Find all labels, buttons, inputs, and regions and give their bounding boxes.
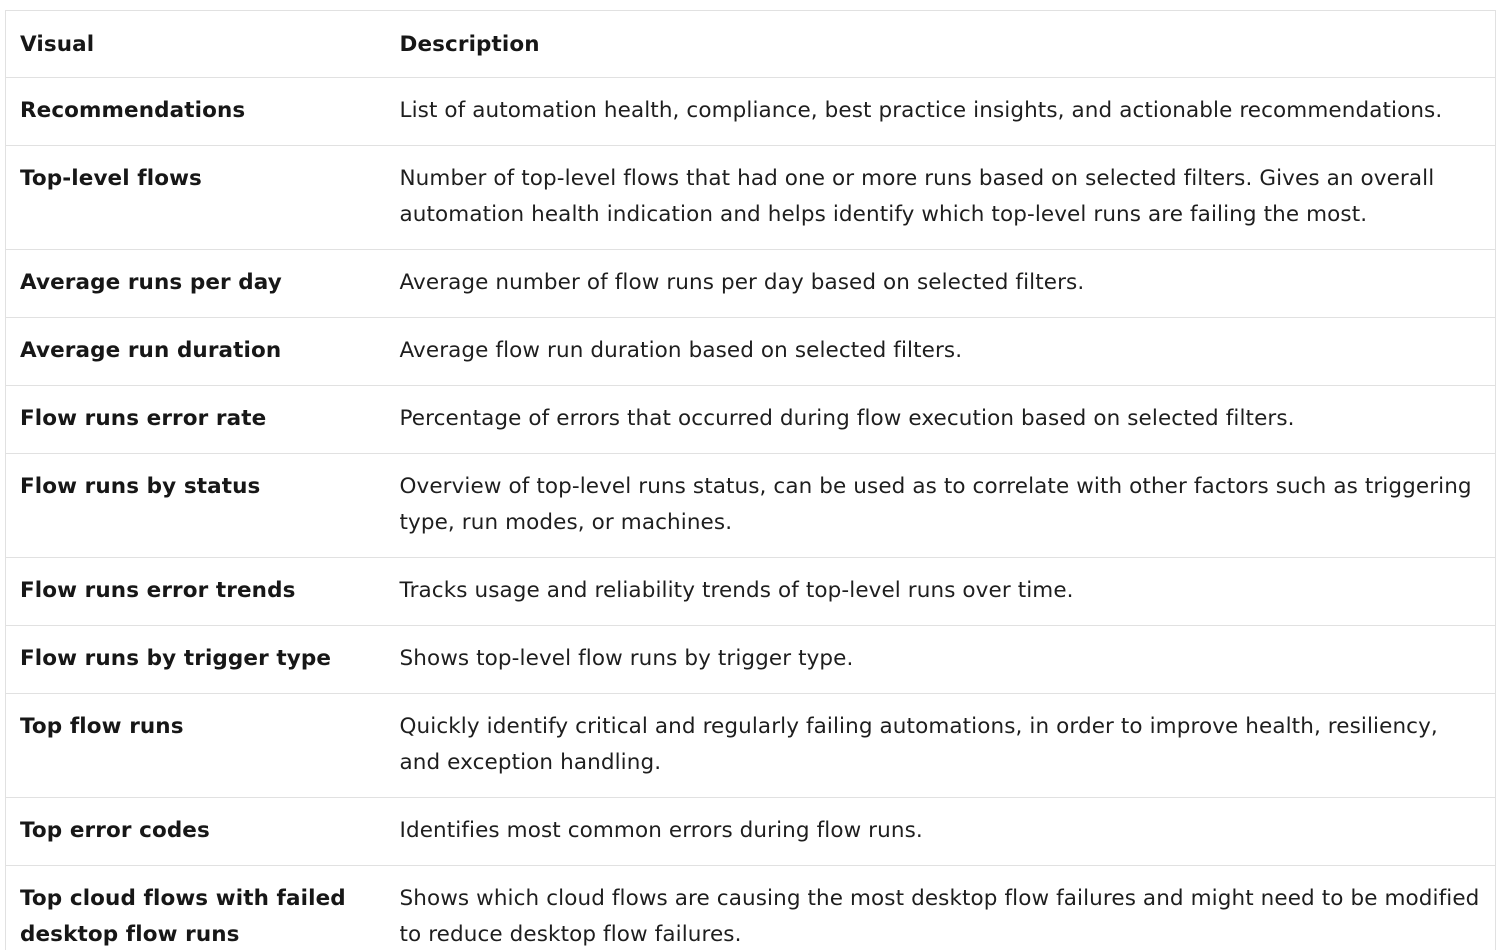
column-header-visual: Visual	[5, 10, 386, 78]
table-row: Average run duration Average flow run du…	[5, 317, 1496, 386]
table-row: Top flow runs Quickly identify critical …	[5, 693, 1496, 798]
visual-cell: Flow runs error trends	[5, 557, 386, 626]
description-cell: Number of top-level flows that had one o…	[385, 145, 1496, 250]
table-row: Recommendations List of automation healt…	[5, 77, 1496, 146]
visual-cell: Average runs per day	[5, 249, 386, 318]
visual-cell: Top error codes	[5, 797, 386, 866]
description-cell: Shows which cloud flows are causing the …	[385, 865, 1496, 950]
table-row: Top-level flows Number of top-level flow…	[5, 145, 1496, 250]
description-cell: List of automation health, compliance, b…	[385, 77, 1496, 146]
visual-cell: Average run duration	[5, 317, 386, 386]
visual-cell: Top flow runs	[5, 693, 386, 798]
description-cell: Percentage of errors that occurred durin…	[385, 385, 1496, 454]
table-row: Flow runs error trends Tracks usage and …	[5, 557, 1496, 626]
visual-cell: Recommendations	[5, 77, 386, 146]
table-body: Recommendations List of automation healt…	[5, 77, 1496, 950]
visual-cell: Top cloud flows with failed desktop flow…	[5, 865, 386, 950]
table-row: Top error codes Identifies most common e…	[5, 797, 1496, 866]
column-header-description: Description	[385, 10, 1496, 78]
description-cell: Identifies most common errors during flo…	[385, 797, 1496, 866]
table-header: Visual Description	[5, 10, 1496, 78]
visual-cell: Flow runs error rate	[5, 385, 386, 454]
table-header-row: Visual Description	[5, 10, 1496, 78]
visual-cell: Top-level flows	[5, 145, 386, 250]
table-row: Flow runs by trigger type Shows top-leve…	[5, 625, 1496, 694]
table-row: Average runs per day Average number of f…	[5, 249, 1496, 318]
description-cell: Quickly identify critical and regularly …	[385, 693, 1496, 798]
description-cell: Tracks usage and reliability trends of t…	[385, 557, 1496, 626]
visuals-description-table: Visual Description Recommendations List …	[5, 10, 1496, 950]
description-cell: Shows top-level flow runs by trigger typ…	[385, 625, 1496, 694]
description-cell: Average flow run duration based on selec…	[385, 317, 1496, 386]
description-cell: Overview of top-level runs status, can b…	[385, 453, 1496, 558]
visual-cell: Flow runs by status	[5, 453, 386, 558]
table-row: Flow runs by status Overview of top-leve…	[5, 453, 1496, 558]
description-cell: Average number of flow runs per day base…	[385, 249, 1496, 318]
visual-cell: Flow runs by trigger type	[5, 625, 386, 694]
table-row: Flow runs error rate Percentage of error…	[5, 385, 1496, 454]
table-row: Top cloud flows with failed desktop flow…	[5, 865, 1496, 950]
